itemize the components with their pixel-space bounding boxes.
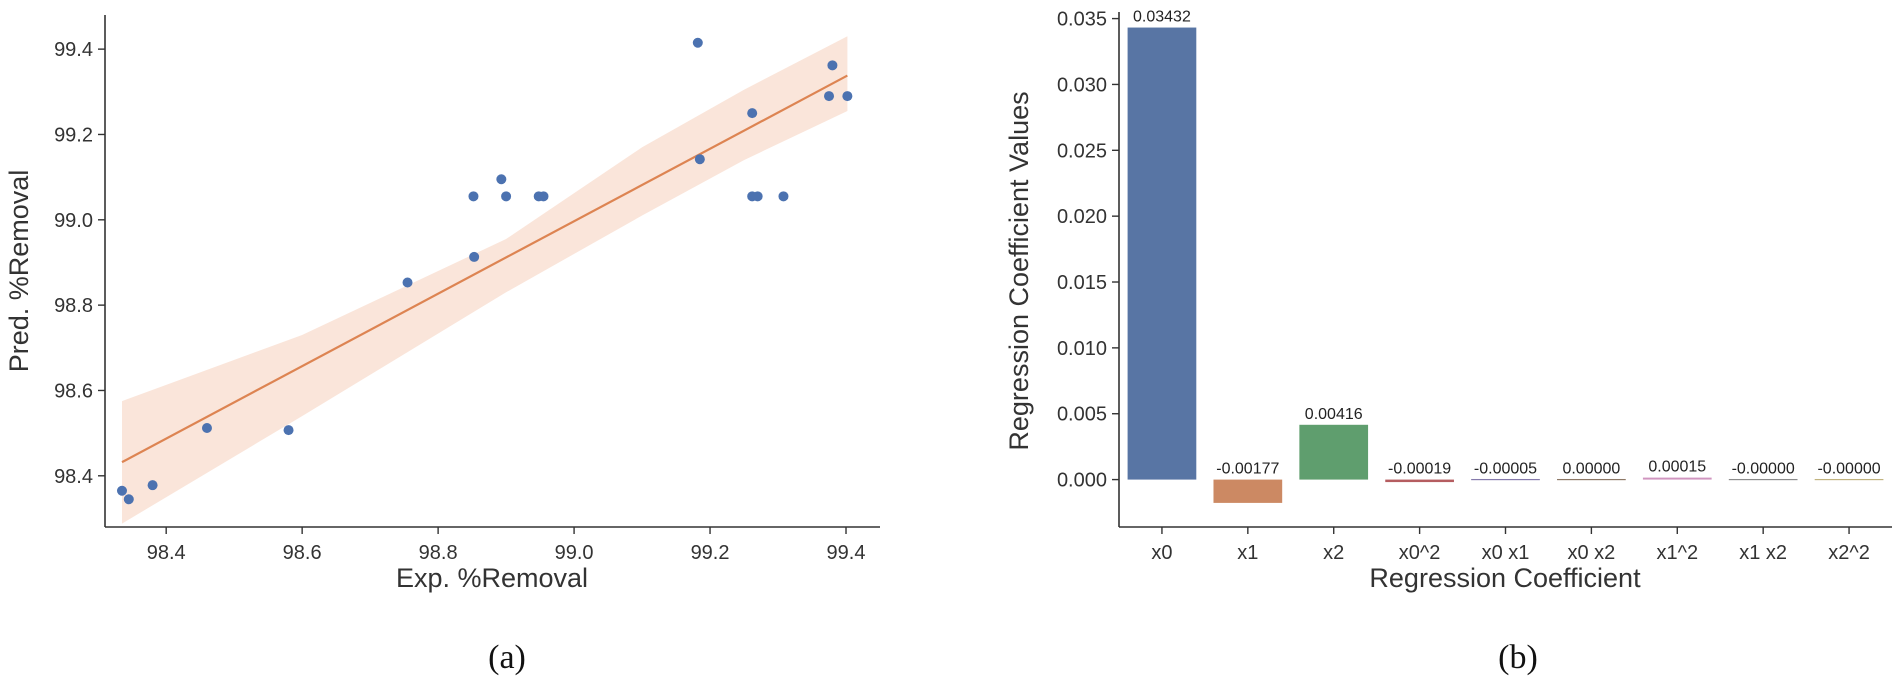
x-tick-label: 99.2	[691, 542, 730, 564]
bar-x0-x2	[1557, 478, 1626, 481]
bar-value-label: 0.00416	[1305, 406, 1363, 423]
y-tick-label: 0.000	[1057, 470, 1107, 492]
bar-value-label: -0.00019	[1388, 461, 1451, 478]
scatter-point	[402, 277, 413, 288]
scatter-point	[778, 191, 789, 202]
scatter-point	[116, 485, 127, 496]
fit-line-layer	[121, 74, 848, 464]
scatter-point	[842, 91, 853, 102]
x-ticks: x0 x1 x2 x0^2 x0 x1 x0 x2 x1^2 x1 x2 x2^2	[1151, 527, 1870, 564]
y-tick-label: 0.010	[1057, 338, 1107, 360]
x-tick-label: x2^2	[1828, 542, 1870, 564]
x-tick-label: x0	[1151, 542, 1172, 564]
bar-value-label: 0.00000	[1562, 461, 1620, 478]
x-tick-label: x0 x1	[1482, 542, 1530, 564]
y-tick-label: 0.005	[1057, 404, 1107, 426]
scatter-point	[747, 108, 758, 119]
scatter-point	[752, 191, 763, 202]
x-tick-label: x2	[1323, 542, 1344, 564]
x-tick-label: x1	[1237, 542, 1258, 564]
y-tick-label: 0.030	[1057, 74, 1107, 96]
x-tick-label: 99.4	[827, 542, 866, 564]
scatter-point	[501, 191, 512, 202]
scatter-point	[827, 60, 838, 71]
data-labels-layer: 0.03432 -0.00177 0.00416 -0.00019 -0.00005 0.…	[1133, 9, 1881, 478]
bar-value-label: 0.03432	[1133, 9, 1191, 26]
confidence-band	[122, 36, 848, 524]
bar-x1-2	[1642, 477, 1712, 480]
panel-caption-a: (a)	[488, 639, 526, 676]
x-tick-label: x1^2	[1656, 542, 1698, 564]
bar-x1-x2	[1728, 478, 1798, 481]
x-tick-label: 98.4	[147, 542, 186, 564]
y-tick-label: 0.020	[1057, 206, 1107, 228]
bars-layer	[1127, 27, 1884, 503]
bar-x0-x1	[1471, 478, 1540, 481]
x-tick-label: 98.6	[283, 542, 322, 564]
bar-value-label: -0.00005	[1474, 461, 1537, 478]
scatter-point	[824, 91, 835, 102]
y-axis-label: Regression Coefficient Values	[1004, 91, 1034, 450]
scatter-panel: 98.4 98.6 98.8 99.0 99.2 99.4 98.4 98.6 98.8 99.…	[4, 15, 880, 676]
y-tick-label: 0.035	[1057, 9, 1107, 31]
bar-x2	[1299, 424, 1369, 480]
y-ticks: 0.000 0.005 0.010 0.015 0.020 0.025 0.030 0.035	[1057, 9, 1119, 492]
bar-x0	[1127, 27, 1197, 480]
bar-x1	[1213, 479, 1283, 503]
scatter-points-layer	[116, 37, 853, 505]
scatter-point	[469, 251, 480, 262]
x-axis-label: Regression Coefficient	[1369, 563, 1641, 593]
x-tick-label: 98.8	[419, 542, 458, 564]
x-tick-label: x1 x2	[1739, 542, 1787, 564]
scatter-point	[692, 37, 703, 48]
scatter-point	[201, 423, 212, 434]
y-tick-label: 0.015	[1057, 272, 1107, 294]
scatter-point	[147, 480, 158, 491]
bar-value-label: 0.00015	[1648, 459, 1706, 476]
y-axis-label: Pred. %Removal	[4, 170, 34, 373]
scatter-point	[538, 191, 549, 202]
x-tick-label: 99.0	[555, 542, 594, 564]
scatter-point	[468, 191, 479, 202]
scatter-point	[496, 174, 507, 185]
bar-panel: 0.03432 -0.00177 0.00416 -0.00019 -0.00005 0.…	[1004, 9, 1892, 676]
y-ticks: 98.4 98.6 98.8 99.0 99.2 99.4	[54, 39, 105, 488]
bar-value-label: -0.00000	[1732, 461, 1795, 478]
y-tick-label: 99.4	[54, 39, 93, 61]
bar-x0-2	[1385, 479, 1454, 483]
x-tick-label: x0^2	[1399, 542, 1441, 564]
y-tick-label: 98.6	[54, 380, 93, 402]
x-ticks: 98.4 98.6 98.8 99.0 99.2 99.4	[147, 527, 866, 564]
regression-fit-line	[121, 74, 848, 464]
scatter-point	[283, 425, 294, 436]
y-tick-label: 98.8	[54, 295, 93, 317]
x-tick-label: x0 x2	[1567, 542, 1615, 564]
confidence-band-layer	[122, 36, 848, 524]
scatter-point	[694, 154, 705, 165]
y-tick-label: 98.4	[54, 466, 93, 488]
x-axis-label: Exp. %Removal	[396, 563, 588, 593]
y-tick-label: 0.025	[1057, 140, 1107, 162]
scatter-point	[123, 494, 134, 505]
bar-value-label: -0.00177	[1216, 461, 1279, 478]
bar-x2-2	[1814, 478, 1884, 481]
panel-caption-b: (b)	[1498, 639, 1538, 676]
y-tick-label: 99.2	[54, 124, 93, 146]
y-tick-label: 99.0	[54, 210, 93, 232]
bar-value-label: -0.00000	[1817, 461, 1880, 478]
